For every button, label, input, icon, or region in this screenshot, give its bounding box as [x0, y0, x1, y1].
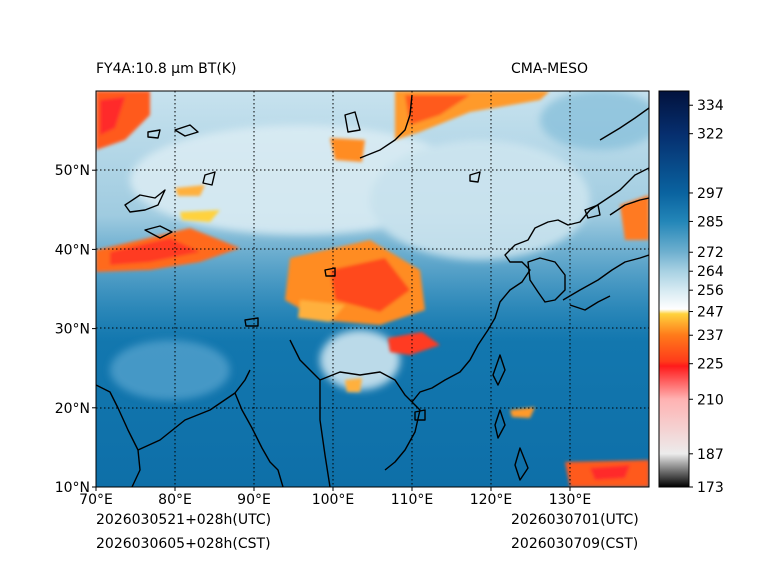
- lon-label: 90°E: [237, 492, 271, 508]
- colorbar-tick-label: 256: [697, 283, 724, 299]
- lat-label: 40°N: [55, 242, 90, 258]
- map-axes: 70°E 80°E 90°E 100°E 110°E 120°E 130°E 10°N 20°N…: [55, 163, 592, 508]
- lon-label: 100°E: [312, 492, 355, 508]
- colorbar-tick-label: 322: [697, 127, 724, 143]
- map-title: FY4A:10.8 µm BT(K): [96, 61, 237, 77]
- coastlines: [96, 94, 649, 487]
- colorbar-tick-label: 237: [697, 328, 724, 344]
- valid-time-utc: 2026030701(UTC): [511, 512, 639, 528]
- colorbar-tick-label: 272: [697, 245, 724, 261]
- lon-label: 130°E: [549, 492, 592, 508]
- satellite-imagery: [96, 91, 649, 487]
- lat-label: 30°N: [55, 322, 90, 338]
- lon-label: 120°E: [470, 492, 513, 508]
- lon-label: 110°E: [391, 492, 434, 508]
- init-time-cst: 2026030605+028h(CST): [96, 536, 271, 552]
- lon-label: 80°E: [158, 492, 192, 508]
- colorbar-tick-label: 285: [697, 214, 724, 230]
- colorbar-tick-label: 225: [697, 357, 724, 373]
- model-name: CMA-MESO: [511, 61, 589, 77]
- lat-label: 20°N: [55, 401, 90, 417]
- lon-label: 70°E: [79, 492, 113, 508]
- colorbar-tick-label: 247: [697, 305, 724, 321]
- colorbar-gradient: [658, 90, 690, 488]
- colorbar-tick-label: 173: [697, 480, 724, 496]
- lat-label: 10°N: [55, 480, 90, 496]
- map-frame: [95, 90, 650, 488]
- lat-label: 50°N: [55, 163, 90, 179]
- colorbar-tick-label: 264: [697, 264, 724, 280]
- valid-time-cst: 2026030709(CST): [511, 536, 639, 552]
- colorbar-tick-label: 334: [697, 98, 724, 114]
- colorbar-tick-label: 297: [697, 186, 724, 202]
- cold-cloud-tops: [96, 91, 649, 487]
- graticule: [96, 91, 649, 487]
- colorbar-tick-label: 210: [697, 392, 724, 408]
- colorbar-tick-label: 187: [697, 447, 724, 463]
- init-time-utc: 2026030521+028h(UTC): [96, 512, 272, 528]
